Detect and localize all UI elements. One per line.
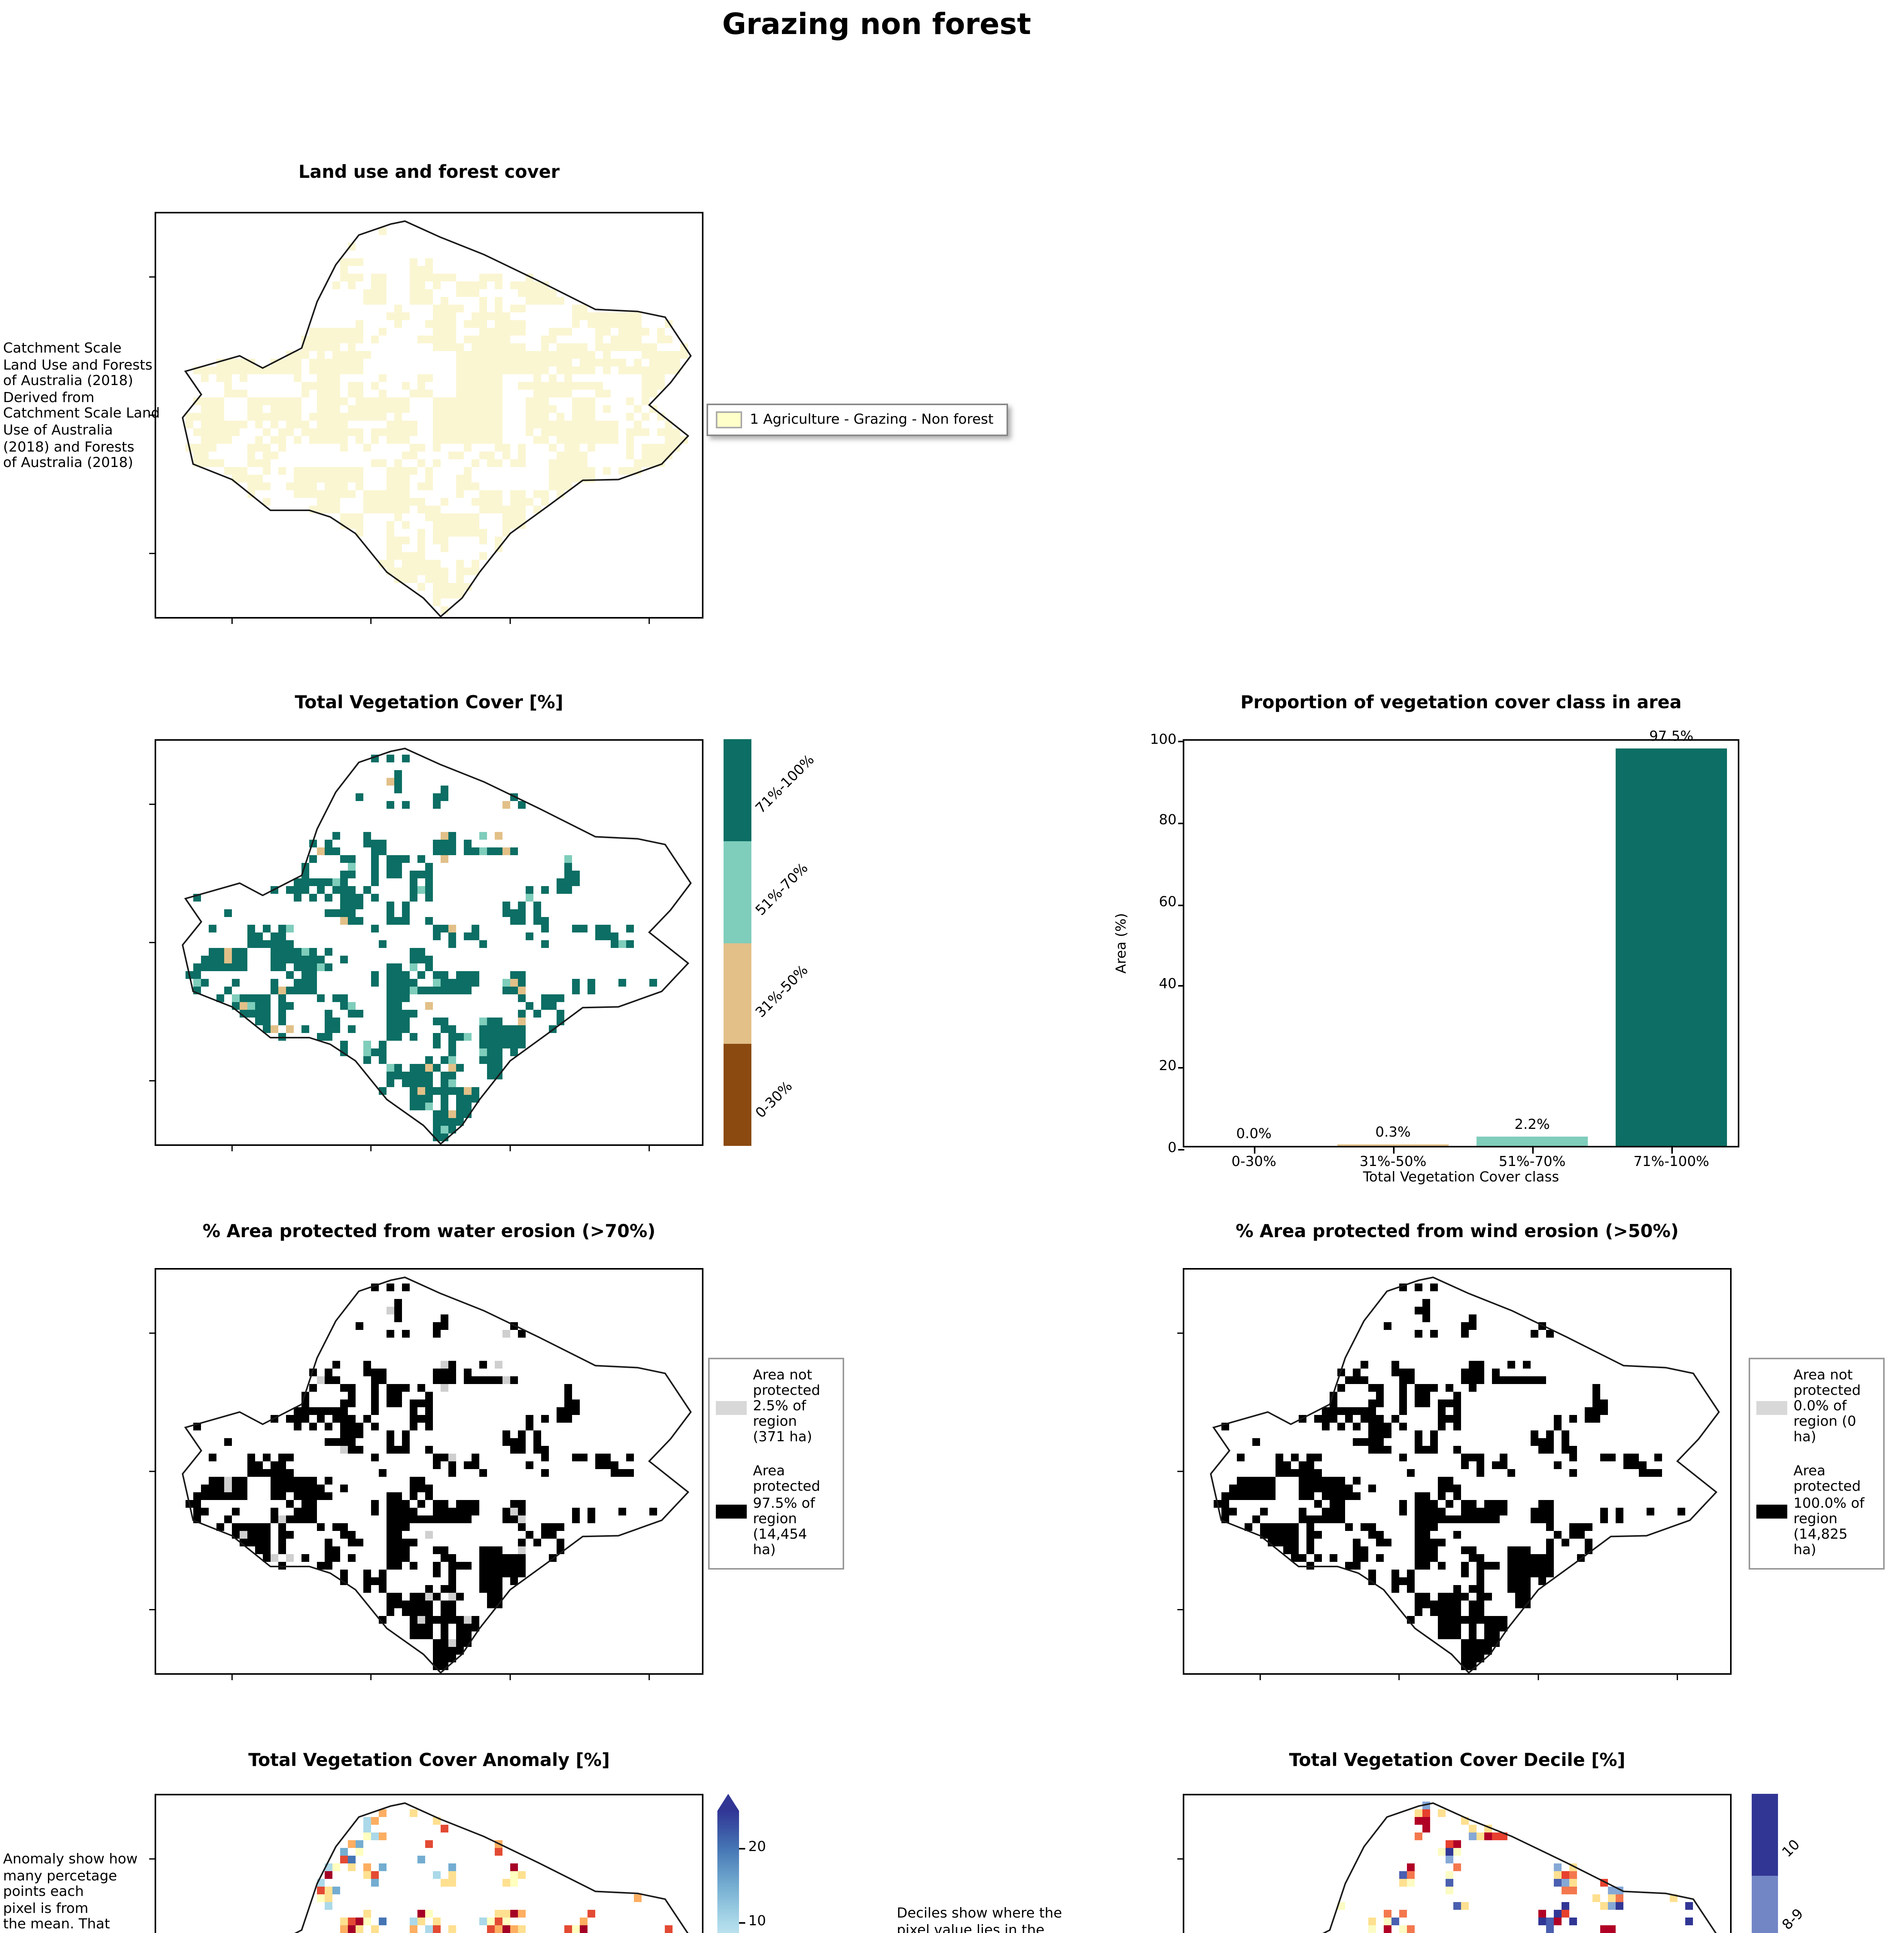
proportion-plot: 0 20 40 60 80 100 0.0% 0-30% 0.3% 31%-50% 2.2% 51%-… bbox=[1150, 729, 1739, 1171]
catchment-outline bbox=[182, 1276, 692, 1674]
colorbar-segment bbox=[724, 739, 751, 841]
bar-value-label: 97.5% bbox=[1649, 729, 1694, 745]
x-tick-label: 71%-100% bbox=[1633, 1155, 1709, 1171]
y-tick bbox=[1177, 1149, 1184, 1151]
colorbar-tick bbox=[739, 1848, 744, 1850]
colorbar-label: 0-30% bbox=[753, 1079, 797, 1123]
bar bbox=[1477, 1137, 1588, 1146]
x-tick-label: 0-30% bbox=[1231, 1155, 1276, 1171]
catchment-outline bbox=[294, 1802, 689, 1933]
anomaly-map bbox=[149, 1794, 703, 1933]
y-tick-label: 0 bbox=[1168, 1140, 1177, 1156]
bar bbox=[1337, 1144, 1449, 1146]
landuse-note: Catchment Scale Land Use and Forests of … bbox=[3, 342, 160, 472]
area-not-protected-label: Area not protected 2.5% of region (371 h… bbox=[753, 1369, 821, 1447]
veg-cover-title: Total Vegetation Cover [%] bbox=[295, 691, 564, 713]
area-protected-label: Area protected 97.5% of region (14,454 h… bbox=[753, 1465, 821, 1559]
map-frame bbox=[1183, 1794, 1732, 1933]
map-frame bbox=[1183, 1268, 1732, 1675]
landuse-map bbox=[149, 212, 703, 624]
x-tick-label: 31%-50% bbox=[1359, 1155, 1427, 1171]
proportion-chart-title: Proportion of vegetation cover class in … bbox=[1240, 691, 1682, 713]
x-tick bbox=[1532, 1146, 1534, 1153]
area-protected-swatch bbox=[1756, 1505, 1787, 1519]
map-frame bbox=[155, 739, 703, 1146]
colorbar-label: 10 bbox=[1780, 1838, 1804, 1862]
anomaly-colorbar: 20100−10−20 bbox=[717, 1794, 766, 1933]
map-frame bbox=[155, 1268, 703, 1675]
bar-value-label: 0.0% bbox=[1236, 1127, 1272, 1143]
water-erosion-legend: Area not protected 2.5% of region (371 h… bbox=[708, 1358, 844, 1570]
legend-item: Area not protected 2.5% of region (371 h… bbox=[716, 1369, 836, 1447]
y-tick-label: 40 bbox=[1159, 977, 1177, 993]
veg-cover-map bbox=[149, 739, 703, 1151]
landuse-swatch bbox=[716, 411, 742, 428]
colorbar-label: 8-9 bbox=[1780, 1907, 1807, 1933]
colorbar-label: 31%-50% bbox=[753, 962, 812, 1021]
y-tick bbox=[1177, 904, 1184, 906]
colorbar-tick-label: 20 bbox=[748, 1839, 766, 1855]
landuse-title: Land use and forest cover bbox=[298, 161, 560, 182]
bar bbox=[1616, 748, 1727, 1146]
area-not-protected-swatch bbox=[716, 1400, 747, 1415]
decile-map bbox=[1177, 1794, 1732, 1933]
catchment-outline bbox=[182, 747, 692, 1145]
landuse-legend-label: 1 Agriculture - Grazing - Non forest bbox=[750, 412, 994, 428]
colorbar-arrow-up bbox=[717, 1794, 739, 1811]
bar-value-label: 2.2% bbox=[1514, 1118, 1550, 1134]
colorbar-label: 71%-100% bbox=[753, 753, 818, 818]
wind-erosion-legend: Area not protected 0.0% of region (0 ha)… bbox=[1749, 1358, 1885, 1570]
catchment-outline bbox=[1322, 1802, 1717, 1933]
y-tick bbox=[1177, 822, 1184, 824]
wind-erosion-title: % Area protected from wind erosion (>50%… bbox=[1235, 1220, 1679, 1242]
proportion-x-axis-label: Total Vegetation Cover class bbox=[1363, 1171, 1559, 1186]
y-tick-label: 80 bbox=[1159, 814, 1177, 830]
colorbar-gradient bbox=[717, 1811, 739, 1933]
area-not-protected-label: Area not protected 0.0% of region (0 ha) bbox=[1793, 1369, 1861, 1447]
colorbar-segment bbox=[1752, 1875, 1778, 1933]
legend-item: Area not protected 0.0% of region (0 ha) bbox=[1756, 1369, 1877, 1447]
area-not-protected-swatch bbox=[1756, 1400, 1787, 1415]
colorbar-segment bbox=[724, 841, 751, 943]
colorbar-segment bbox=[724, 943, 751, 1044]
y-tick bbox=[1177, 985, 1184, 987]
legend-item: Area protected 97.5% of region (14,454 h… bbox=[716, 1465, 836, 1559]
catchment-outline bbox=[182, 220, 692, 618]
decile-colorbar bbox=[1752, 1794, 1778, 1933]
y-tick bbox=[1177, 1067, 1184, 1069]
anomaly-note: Anomaly show how many percetage points e… bbox=[3, 1853, 138, 1933]
decile-note: Deciles show where the pixel value lies … bbox=[897, 1907, 1062, 1933]
wind-erosion-map bbox=[1177, 1268, 1732, 1680]
colorbar-label: 51%-70% bbox=[753, 861, 812, 919]
catchment-outline bbox=[1210, 1276, 1720, 1674]
x-tick bbox=[1254, 1146, 1255, 1153]
y-tick-label: 20 bbox=[1159, 1059, 1177, 1074]
water-erosion-map bbox=[149, 1268, 703, 1680]
proportion-y-axis-label: Area (%) bbox=[1115, 913, 1130, 974]
colorbar-segment bbox=[724, 1044, 751, 1146]
water-erosion-title: % Area protected from water erosion (>70… bbox=[203, 1220, 656, 1242]
y-tick-label: 60 bbox=[1159, 895, 1177, 911]
landuse-legend: 1 Agriculture - Grazing - Non forest bbox=[707, 404, 1008, 436]
x-tick-label: 51%-70% bbox=[1499, 1155, 1566, 1171]
y-tick-label: 100 bbox=[1150, 732, 1177, 748]
map-frame bbox=[155, 212, 703, 619]
page-title: Grazing non forest bbox=[722, 8, 1031, 42]
y-tick bbox=[1177, 741, 1184, 742]
x-tick bbox=[1393, 1146, 1395, 1153]
colorbar-segment bbox=[1752, 1794, 1778, 1875]
x-tick bbox=[1671, 1146, 1673, 1153]
veg-cover-colorbar bbox=[724, 739, 751, 1146]
decile-title: Total Vegetation Cover Decile [%] bbox=[1289, 1749, 1625, 1771]
legend-item: Area protected 100.0% of region (14,825 … bbox=[1756, 1465, 1877, 1559]
bar-value-label: 0.3% bbox=[1375, 1126, 1411, 1142]
area-protected-swatch bbox=[716, 1505, 747, 1519]
area-protected-label: Area protected 100.0% of region (14,825 … bbox=[1793, 1465, 1865, 1559]
colorbar-tick bbox=[739, 1923, 744, 1924]
anomaly-title: Total Vegetation Cover Anomaly [%] bbox=[248, 1749, 610, 1771]
colorbar-tick-label: 10 bbox=[748, 1914, 766, 1930]
map-frame bbox=[155, 1794, 703, 1933]
